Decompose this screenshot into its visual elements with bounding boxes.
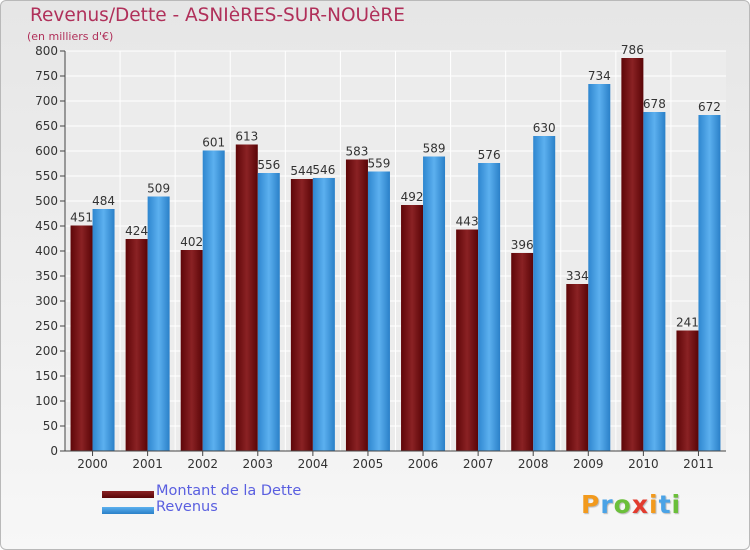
logo-letter: i: [649, 490, 659, 519]
data-label-debt: 334: [566, 269, 589, 283]
data-label-revenus: 601: [202, 136, 225, 150]
x-tick-label: 2009: [573, 457, 604, 471]
data-label-revenus: 509: [147, 182, 170, 196]
legend-swatch-debt: [102, 491, 154, 498]
chart-title: Revenus/Dette - ASNIèRES-SUR-NOUèRE: [30, 5, 405, 26]
bar-debt: [401, 205, 424, 451]
logo-letter: i: [671, 490, 682, 519]
x-tick-label: 2008: [518, 457, 549, 471]
logo-letter: P: [581, 490, 601, 519]
data-label-debt: 396: [511, 238, 534, 252]
y-tick-label: 650: [35, 119, 58, 133]
data-label-debt: 492: [401, 190, 424, 204]
bar-debt: [566, 284, 589, 451]
data-label-revenus: 546: [312, 163, 335, 177]
bar-revenus: [312, 178, 335, 451]
bar-debt: [511, 253, 534, 451]
data-label-revenus: 589: [423, 142, 446, 156]
logo-letter: o: [613, 490, 632, 519]
x-tick-label: 2011: [683, 457, 714, 471]
data-label-debt: 443: [456, 215, 479, 229]
grid-lines: [65, 50, 726, 452]
axes: 0 50 100 150 200 250 300 350 400 450 500 550 600 650 7…: [35, 44, 726, 471]
x-tick-label: 2003: [243, 457, 274, 471]
logo-letter: x: [631, 490, 649, 519]
y-tick-label: 50: [43, 419, 58, 433]
y-tick-label: 350: [35, 269, 58, 283]
bar-debt: [345, 159, 368, 451]
data-label-debt: 613: [235, 130, 258, 144]
y-tick-label: 0: [50, 444, 58, 458]
legend-swatch-revenus: [102, 507, 154, 514]
bar-revenus: [533, 136, 556, 451]
bar-revenus: [92, 209, 115, 451]
data-label-revenus: 734: [588, 69, 611, 83]
x-tick-label: 2002: [187, 457, 218, 471]
y-tick-label: 750: [35, 69, 58, 83]
bar-revenus: [423, 156, 446, 451]
y-tick-label: 800: [35, 44, 58, 58]
bar-revenus: [257, 173, 280, 451]
logo-letter: t: [658, 490, 672, 519]
data-label-debt: 402: [180, 235, 203, 249]
x-tick-label: 2001: [132, 457, 163, 471]
x-tick-label: 2010: [628, 457, 659, 471]
data-label-revenus: 630: [533, 121, 556, 135]
chart-subtitle: (en milliers d'€): [27, 30, 114, 43]
bar-debt: [70, 225, 93, 451]
logo-letter: r: [600, 490, 614, 519]
data-label-debt: 241: [676, 316, 699, 330]
bar-revenus: [367, 171, 390, 451]
y-tick-label: 400: [35, 244, 58, 258]
bar-revenus: [478, 163, 501, 451]
bar-revenus: [588, 84, 611, 451]
data-label-revenus: 484: [92, 194, 115, 208]
y-tick-label: 100: [35, 394, 58, 408]
x-tick-label: 2007: [463, 457, 494, 471]
y-tick-label: 450: [35, 219, 58, 233]
data-label-revenus: 559: [368, 157, 391, 171]
data-label-debt: 583: [346, 145, 369, 159]
bar-revenus: [643, 112, 666, 451]
y-tick-label: 500: [35, 194, 58, 208]
x-tick-label: 2006: [408, 457, 439, 471]
y-tick-label: 700: [35, 94, 58, 108]
x-tick-label: 2004: [298, 457, 329, 471]
bar-revenus: [202, 150, 225, 451]
y-tick-label: 600: [35, 144, 58, 158]
proxiti-logo: Proxiti: [581, 490, 681, 519]
y-tick-label: 250: [35, 319, 58, 333]
data-label-revenus: 556: [257, 158, 280, 172]
y-tick-label: 550: [35, 169, 58, 183]
x-tick-label: 2005: [353, 457, 384, 471]
data-label-debt: 544: [290, 164, 313, 178]
x-tick-label: 2000: [77, 457, 108, 471]
data-label-debt: 786: [621, 43, 644, 57]
bar-debt: [676, 330, 699, 451]
data-label-debt: 424: [125, 224, 148, 238]
legend-label-debt: Montant de la Dette: [156, 483, 302, 499]
bar-revenus: [147, 196, 170, 451]
data-label-revenus: 576: [478, 148, 501, 162]
bar-revenus: [698, 115, 721, 451]
bar-debt: [621, 58, 644, 451]
data-label-debt: 451: [70, 211, 93, 225]
data-label-revenus: 672: [698, 100, 721, 114]
data-label-revenus: 678: [643, 97, 666, 111]
bar-debt: [125, 239, 148, 451]
y-tick-label: 150: [35, 369, 58, 383]
bar-debt: [180, 250, 203, 451]
bar-debt: [290, 179, 313, 451]
y-tick-label: 300: [35, 294, 58, 308]
bars: [70, 58, 721, 451]
bar-debt: [235, 144, 258, 451]
bar-debt: [456, 229, 479, 451]
y-tick-label: 200: [35, 344, 58, 358]
legend-label-revenus: Revenus: [156, 499, 218, 515]
